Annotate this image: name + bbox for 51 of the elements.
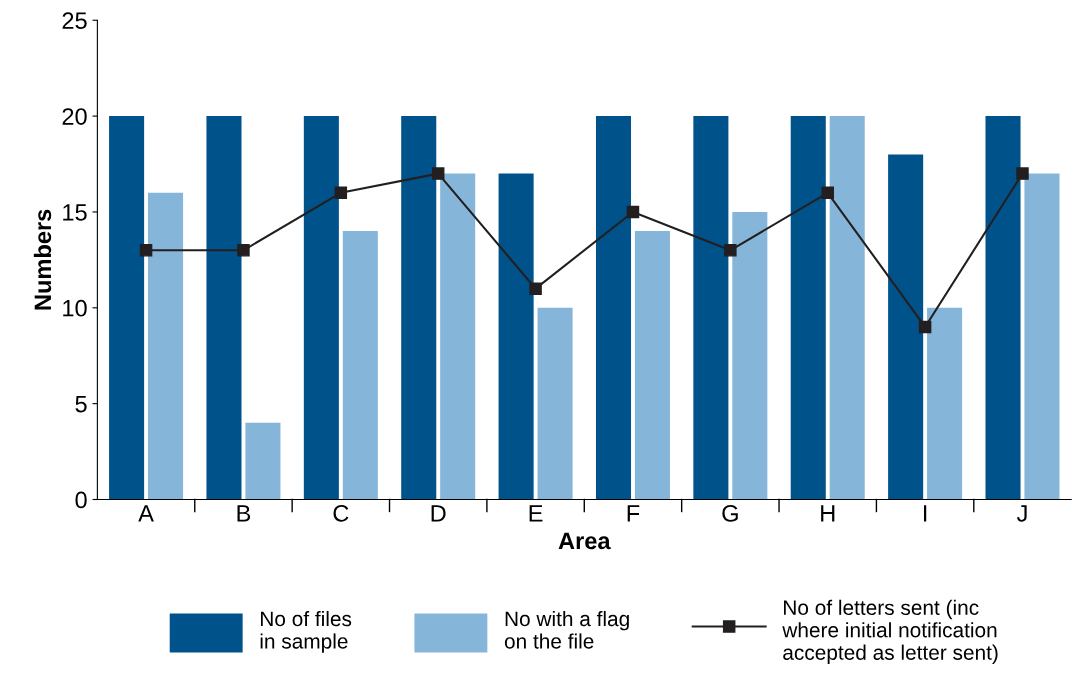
y-tick-label: 5 bbox=[75, 395, 87, 413]
legend-label: No of files in sample bbox=[260, 610, 352, 653]
legend-label: No with a flag on the file bbox=[504, 610, 629, 649]
x-tick-label: C bbox=[333, 504, 349, 522]
bar bbox=[732, 211, 768, 500]
x-tick-label: D bbox=[431, 505, 446, 522]
point bbox=[724, 244, 737, 257]
bar bbox=[790, 116, 826, 500]
x-tick-label: H bbox=[821, 505, 835, 522]
bar bbox=[109, 116, 145, 500]
point bbox=[1016, 167, 1029, 180]
y-tick-label: 10 bbox=[63, 299, 87, 317]
bar bbox=[206, 116, 242, 500]
legend-label: No of letters sent (inc where initial notification accepted as letter sent) bbox=[782, 599, 998, 665]
x-tick-label: I bbox=[924, 505, 927, 522]
x-tick-label: J bbox=[1016, 505, 1027, 522]
x-axis-title: Area bbox=[558, 532, 611, 550]
bar bbox=[634, 231, 670, 500]
point bbox=[431, 167, 445, 180]
bar bbox=[498, 173, 534, 500]
bar bbox=[595, 116, 632, 500]
y-tick-label: 0 bbox=[75, 491, 87, 509]
x-tick-label: G bbox=[722, 504, 738, 522]
bar bbox=[303, 116, 339, 500]
x-tick-label: A bbox=[138, 505, 154, 522]
point bbox=[237, 244, 250, 257]
bar bbox=[342, 231, 378, 500]
y-tick-label: 15 bbox=[63, 204, 87, 221]
bar bbox=[985, 116, 1021, 500]
bar bbox=[440, 173, 476, 500]
x-tick-label: B bbox=[237, 505, 251, 522]
bar bbox=[245, 422, 281, 500]
bar bbox=[1024, 173, 1060, 500]
point bbox=[529, 282, 542, 295]
point bbox=[918, 320, 932, 334]
bar bbox=[888, 154, 924, 500]
point bbox=[821, 186, 834, 200]
bar bbox=[537, 307, 573, 500]
y-tick-label: 20 bbox=[62, 108, 87, 125]
x-tick-label: E bbox=[529, 505, 543, 522]
point bbox=[334, 186, 348, 200]
x-tick-label: F bbox=[627, 505, 640, 522]
bar bbox=[693, 116, 729, 500]
point bbox=[626, 205, 640, 219]
point bbox=[139, 244, 153, 257]
y-tick-label: 25 bbox=[62, 12, 87, 30]
bar bbox=[148, 192, 184, 500]
bar bbox=[927, 307, 963, 500]
bar bbox=[829, 116, 865, 500]
y-axis-title: Numbers bbox=[33, 209, 52, 310]
bar bbox=[401, 116, 437, 500]
